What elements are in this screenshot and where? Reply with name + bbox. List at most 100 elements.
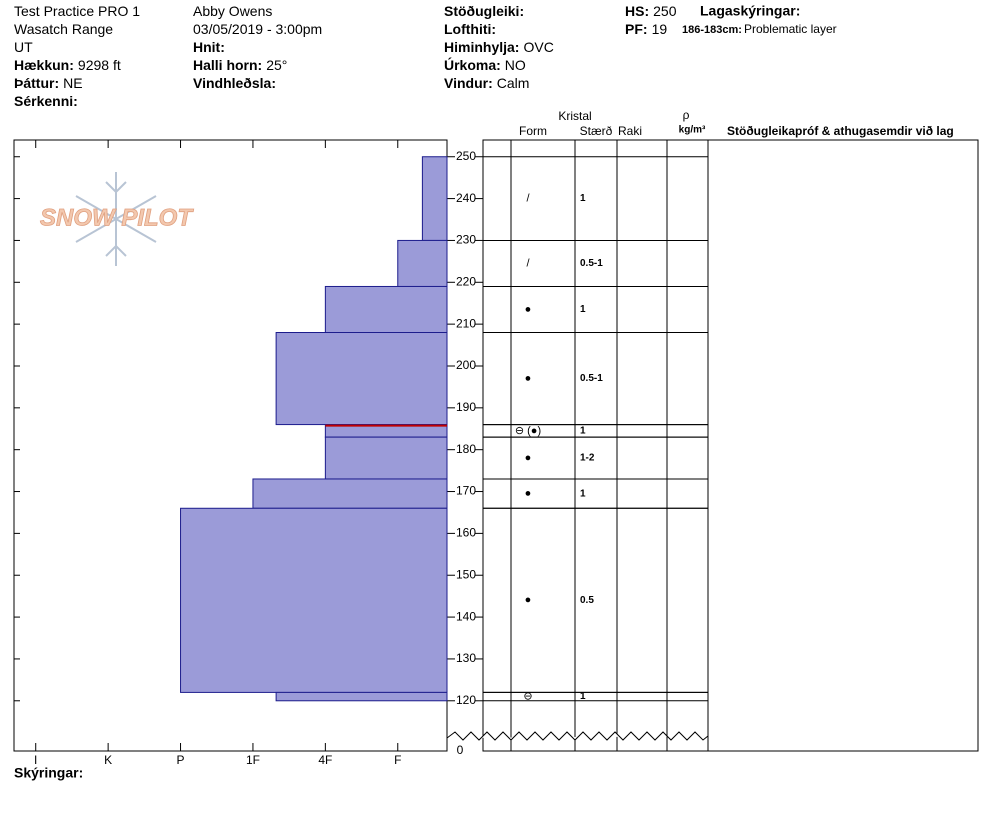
field-label: Úrkoma: <box>444 56 501 73</box>
grain-form: ⊖ <box>523 691 532 703</box>
logo <box>75 172 157 266</box>
field-value: NE <box>63 75 82 91</box>
x-tick-label: P <box>177 753 185 767</box>
col-header: Form <box>519 124 547 138</box>
y-tick-label: 160 <box>456 526 476 540</box>
x-tick-label: K <box>104 753 112 767</box>
field-value: Test Practice PRO 1 <box>14 3 140 19</box>
x-tick-label: 1F <box>246 753 260 767</box>
legend-item: 186-183cm: Problematic layer <box>682 22 837 36</box>
field-label: Vindur: <box>444 75 493 91</box>
grain-size: 1 <box>580 488 586 499</box>
footer-label: Skýringar: <box>14 765 83 781</box>
header-field: 03/05/2019 - 3:00pm <box>193 21 322 37</box>
grain-form: ⊖ (●) <box>515 425 541 437</box>
header-field: Lofthiti: <box>444 21 496 37</box>
y-tick-label: 220 <box>456 274 476 288</box>
grain-form: ● <box>525 303 532 315</box>
header-field: Hækkun: 9298 ft <box>14 57 121 73</box>
col-header: ρ <box>683 108 690 122</box>
field-label: Lofthiti: <box>444 21 496 37</box>
header-field: Hnit: <box>193 39 225 55</box>
header-field: Test Practice PRO 1 <box>14 3 140 19</box>
grain-size: 0.5-1 <box>580 373 603 384</box>
legend-label: 186-183cm: <box>682 24 742 36</box>
grain-size: 0.5 <box>580 595 594 606</box>
hardness-bar <box>421 156 448 241</box>
x-tick-label: I <box>34 753 37 767</box>
header-field: Wasatch Range <box>14 21 113 37</box>
y-tick-label: 120 <box>456 693 476 707</box>
legend-text: Problematic layer <box>744 22 837 36</box>
field-value: Wasatch Range <box>14 21 113 37</box>
field-value: 03/05/2019 - 3:00pm <box>193 21 322 37</box>
x-tick-label: 4F <box>318 753 332 767</box>
hardness-bar <box>324 285 448 334</box>
grain-form: / <box>526 257 530 269</box>
field-label: PF: <box>625 21 648 37</box>
grain-form: ● <box>525 488 532 500</box>
header-field: Halli horn: 25° <box>193 57 287 73</box>
grain-form: ● <box>525 452 532 464</box>
field-label: Himinhylja: <box>444 39 519 55</box>
field-label: Stöðugleiki: <box>444 3 524 19</box>
field-value: 19 <box>652 21 668 37</box>
field-label: HS: <box>625 3 649 19</box>
y-tick-label: 170 <box>456 484 476 498</box>
field-value: 250 <box>653 3 677 19</box>
header-field: PF: 19 <box>625 21 667 37</box>
header-field: HS: 250 <box>625 3 677 19</box>
header-field: Vindhleðsla: <box>193 75 276 91</box>
header-field: Abby Owens <box>193 3 272 19</box>
y-tick-label: 130 <box>456 651 476 665</box>
y-tick-label: 230 <box>456 233 476 247</box>
field-value: 9298 ft <box>78 57 121 73</box>
header-field: Himinhylja: OVC <box>444 39 554 55</box>
hardness-bar <box>275 332 448 426</box>
y-tick-label: 180 <box>456 442 476 456</box>
field-label: Vindhleðsla: <box>193 75 276 91</box>
field-label: Sérkenni: <box>14 93 78 109</box>
grain-size: 1-2 <box>580 453 595 464</box>
grain-size: 1 <box>580 193 586 204</box>
header-field: UT <box>14 39 33 55</box>
field-value: 25° <box>266 57 287 73</box>
header-field: Vindur: Calm <box>444 75 529 91</box>
y-tick-label: 200 <box>456 358 476 372</box>
header-field: Sérkenni: <box>14 93 78 109</box>
hardness-bar <box>275 691 448 702</box>
logo-text: SNOW PILOT <box>40 204 194 231</box>
comments-frame <box>707 139 979 752</box>
col-header: kg/m³ <box>679 125 706 136</box>
hardness-bar <box>324 436 448 480</box>
y-tick-label: 210 <box>456 316 476 330</box>
header-field: Stöðugleiki: <box>444 3 524 19</box>
field-value: Abby Owens <box>193 3 272 19</box>
field-label: Halli horn: <box>193 57 262 73</box>
col-header: Raki <box>618 124 642 138</box>
col-header: Kristal <box>558 109 591 123</box>
y-break-label: 0 <box>457 743 464 757</box>
col-header: Stærð <box>580 124 613 138</box>
grain-size: 1 <box>580 304 586 315</box>
grain-size: 1 <box>580 425 586 436</box>
grain-form: ● <box>525 594 532 606</box>
field-label: Hækkun: <box>14 57 74 73</box>
hardness-bar <box>397 239 448 287</box>
header-field: Þáttur: NE <box>14 75 83 91</box>
grain-size: 1 <box>580 691 586 702</box>
field-value: UT <box>14 39 33 55</box>
x-tick-label: F <box>394 753 401 767</box>
hardness-bar <box>180 507 448 693</box>
field-value: NO <box>505 57 526 73</box>
grain-form: ● <box>525 372 532 384</box>
field-label: Hnit: <box>193 39 225 55</box>
grain-form: / <box>526 192 530 204</box>
axis-break <box>446 731 709 741</box>
y-tick-label: 150 <box>456 567 476 581</box>
y-tick-label: 190 <box>456 400 476 414</box>
field-label: Þáttur: <box>14 75 59 91</box>
table-frame <box>482 139 709 752</box>
y-tick-label: 140 <box>456 609 476 623</box>
col-header: Stöðugleikapróf & athugasemdir við lag <box>727 124 954 138</box>
